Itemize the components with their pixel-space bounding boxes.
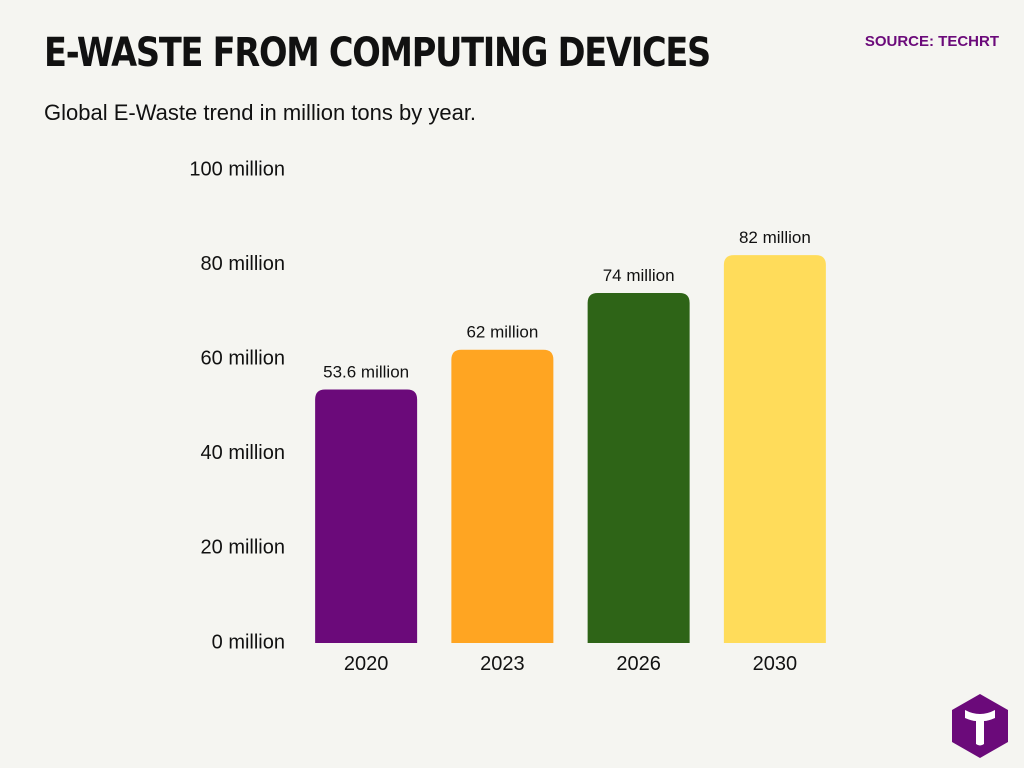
data-label-2030: 82 million <box>739 228 811 247</box>
data-label-2020: 53.6 million <box>323 362 409 381</box>
techrt-t-logo-icon <box>950 692 1010 765</box>
data-label-2023: 62 million <box>466 323 538 342</box>
bar-2023 <box>451 349 554 643</box>
x-tick-label-2020: 2020 <box>344 653 389 675</box>
y-tick-label: 100 million <box>189 158 285 180</box>
x-tick-label-2030: 2030 <box>753 653 798 675</box>
y-tick-label: 0 million <box>212 631 285 653</box>
page-title: E-WASTE FROM COMPUTING DEVICES <box>44 30 711 76</box>
bar-2030 <box>723 255 826 643</box>
y-tick-label: 80 million <box>201 253 285 275</box>
data-label-2026: 74 million <box>603 266 675 285</box>
y-tick-label: 60 million <box>201 347 285 369</box>
y-tick-label: 40 million <box>201 442 285 464</box>
page-subtitle: Global E-Waste trend in million tons by … <box>44 100 477 125</box>
x-tick-label-2023: 2023 <box>480 653 525 675</box>
source-label: SOURCE: TECHRT <box>864 33 999 50</box>
y-tick-label: 20 million <box>201 537 285 559</box>
x-tick-label-2026: 2026 <box>616 653 661 675</box>
bar-2020 <box>315 389 418 643</box>
bar-2026 <box>587 292 690 643</box>
